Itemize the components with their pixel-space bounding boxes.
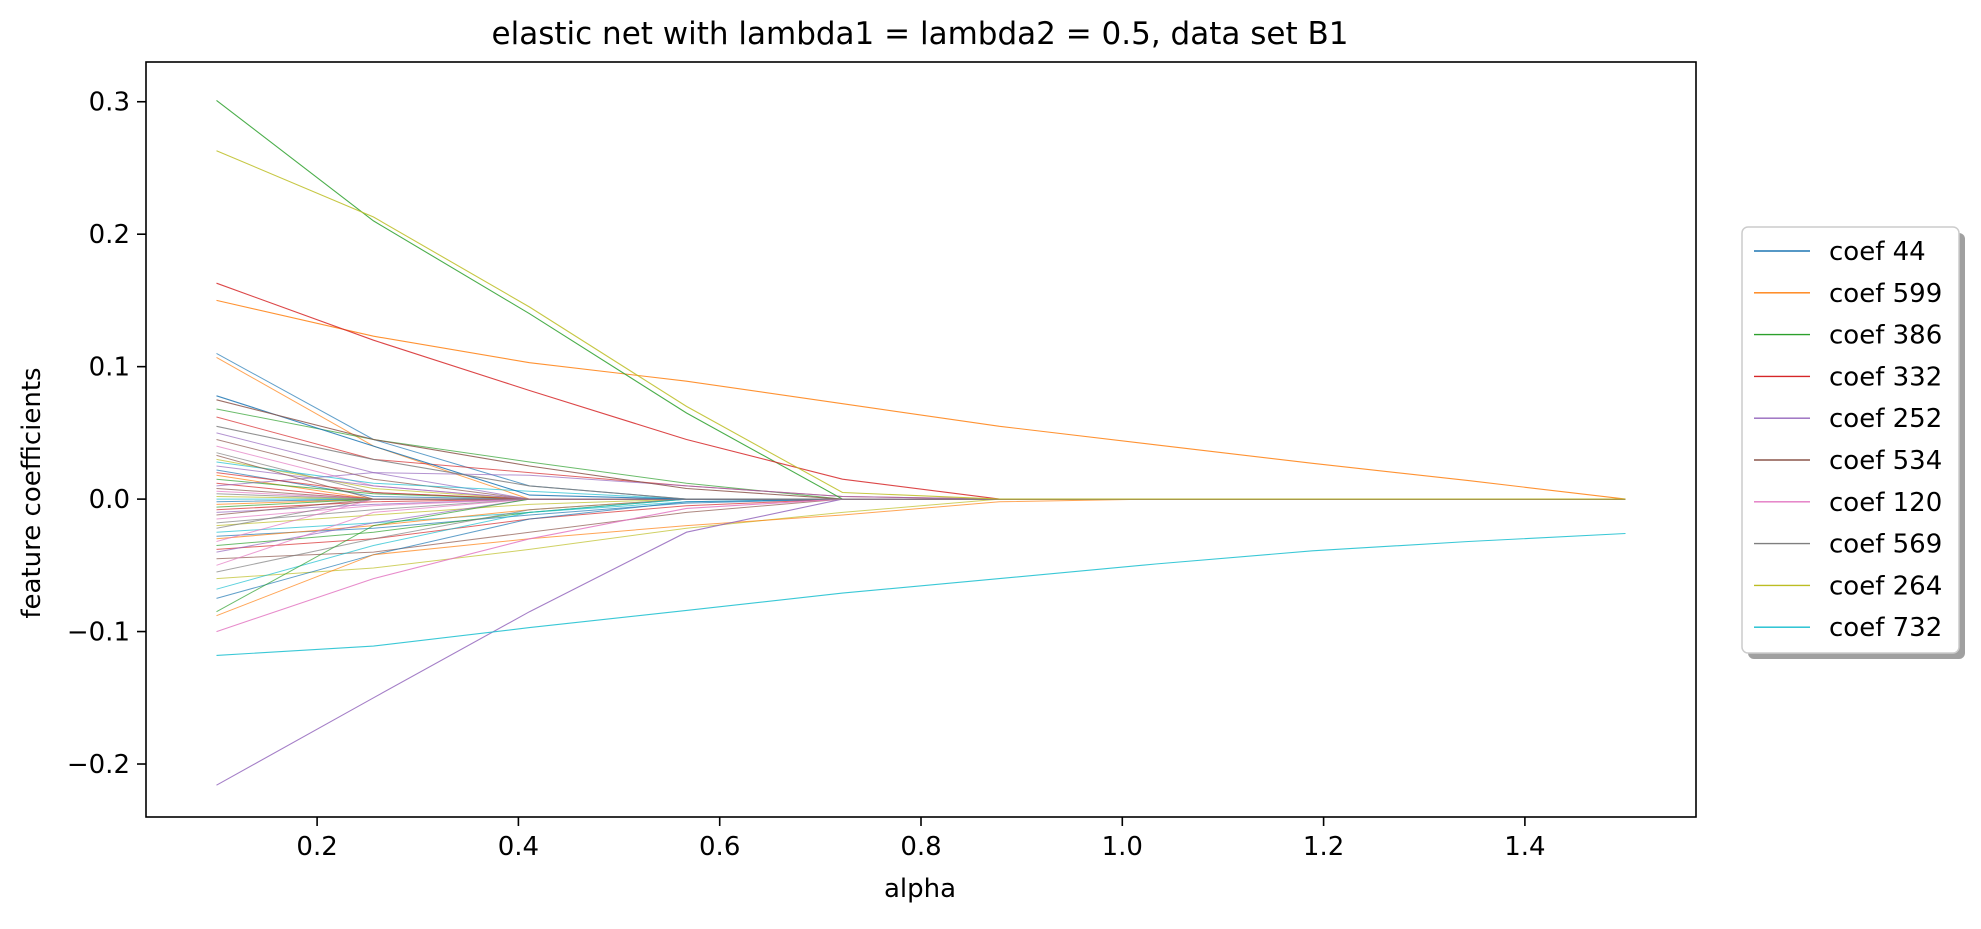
x-tick-label: 1.0	[1102, 832, 1143, 862]
legend-label: coef 599	[1829, 279, 1942, 309]
legend-label: coef 534	[1829, 446, 1942, 476]
x-tick-label: 0.6	[699, 832, 740, 862]
y-axis-ticks: −0.2 −0.1 0.0 0.1 0.2 0.3	[67, 88, 146, 780]
legend-box	[1741, 226, 1960, 654]
x-tick-label: 0.8	[900, 832, 941, 862]
x-axis-ticks: 0.2 0.4 0.6 0.8 1.0 1.2 1.4	[296, 817, 1546, 862]
legend-label: coef 252	[1829, 404, 1942, 434]
x-tick-label: 1.2	[1303, 832, 1344, 862]
y-tick-label: 0.2	[89, 220, 130, 250]
legend-label: coef 569	[1829, 530, 1942, 560]
x-tick-label: 0.4	[498, 832, 539, 862]
plot-lines	[216, 99, 1626, 786]
legend-label: coef 264	[1829, 571, 1942, 601]
legend-label: coef 386	[1829, 321, 1942, 351]
series-line-coef-599	[216, 299, 1626, 500]
x-tick-label: 0.2	[296, 832, 337, 862]
legend-label: coef 44	[1829, 237, 1926, 267]
y-tick-label: 0.3	[89, 88, 130, 118]
y-tick-label: 0.0	[89, 485, 130, 515]
chart-title: elastic net with lambda1 = lambda2 = 0.5…	[492, 16, 1349, 52]
y-tick-label: −0.2	[67, 750, 130, 780]
y-axis-label: feature coefficients	[17, 367, 47, 618]
series-line-coef-732	[216, 532, 1626, 656]
x-tick-label: 1.4	[1504, 832, 1545, 862]
legend-label: coef 332	[1829, 362, 1942, 392]
legend-label: coef 120	[1829, 488, 1942, 518]
x-axis-label: alpha	[884, 874, 956, 904]
plot-frame	[145, 61, 1697, 818]
legend: coef 44 coef 599 coef 386 coef 332 coef 252 c…	[1741, 226, 1965, 659]
y-tick-label: 0.1	[89, 353, 130, 383]
legend-items: coef 44 coef 599 coef 386 coef 332 coef 252 c…	[1754, 237, 1942, 643]
series-line-coef-264	[216, 150, 1626, 500]
y-tick-label: −0.1	[67, 618, 130, 648]
legend-label: coef 732	[1829, 613, 1942, 643]
